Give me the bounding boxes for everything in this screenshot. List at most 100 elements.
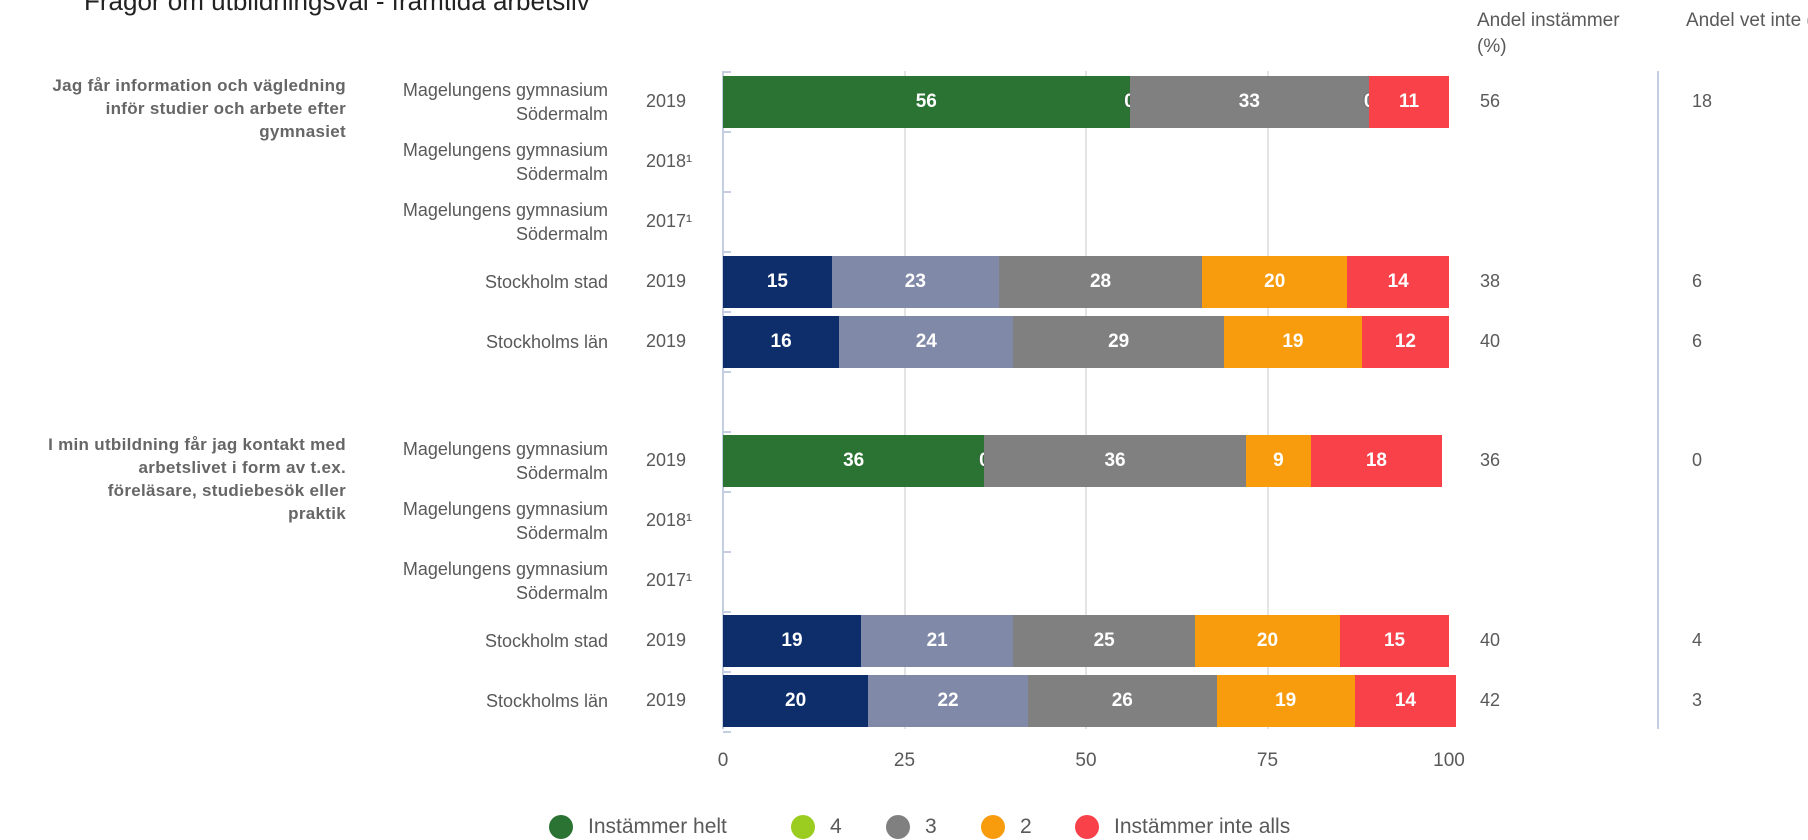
category-label: Magelungens gymnasium Södermalm (402, 199, 608, 244)
agree-value: 38 (1480, 270, 1501, 291)
bar-segment (1361, 315, 1449, 368)
bar-segment (1013, 315, 1224, 368)
legend-label: 2 (1020, 815, 1032, 838)
value-label: 36 (843, 450, 865, 471)
dont-know-value: 4 (1692, 630, 1703, 650)
legend-marker (886, 815, 910, 839)
grid-line (903, 71, 906, 729)
x-tick-label: 100 (1433, 750, 1465, 771)
value-label: 19 (1282, 330, 1304, 352)
bar-segment (1013, 615, 1195, 667)
question-label: I min utbildning får jag kontakt med arb… (48, 435, 346, 523)
axis-tick (723, 551, 731, 553)
bar-segment (723, 75, 1130, 128)
year-label: 2017¹ (646, 210, 693, 231)
dont-know-value: 0 (1692, 450, 1703, 470)
value-label: 20 (785, 690, 807, 711)
category-label: Stockholm stad (484, 271, 608, 292)
bar-segment (1245, 435, 1312, 487)
axis-tick (723, 371, 731, 373)
bar-segment (723, 315, 840, 368)
bar-segment (1194, 615, 1341, 667)
year-label: 2019 (646, 630, 687, 650)
axis-tick (723, 671, 731, 673)
bar-segment (1311, 435, 1442, 487)
legend-marker (549, 815, 573, 839)
column-header: Andel vet inte (%) (1686, 10, 1808, 31)
value-label: 12 (1394, 330, 1417, 352)
category-label: Magelungens gymnasium Södermalm (402, 559, 608, 603)
legend-label: Instämmer helt (588, 815, 727, 838)
axis-tick (723, 311, 731, 313)
dont-know-value: 6 (1692, 330, 1703, 351)
category-label: Stockholms län (485, 331, 608, 352)
value-label: 14 (1387, 270, 1409, 292)
column-separator (1657, 71, 1659, 729)
bar-segment (831, 255, 999, 308)
year-label: 2018¹ (646, 150, 693, 171)
axis-tick (723, 131, 731, 133)
axis-tick (723, 71, 731, 73)
axis-tick (723, 251, 731, 253)
agree-value: 40 (1480, 330, 1501, 351)
bar-segment (1340, 615, 1449, 667)
legend-label: Instämmer inte alls (1114, 815, 1291, 838)
x-tick-label: 75 (1256, 750, 1279, 771)
agree-value: 36 (1480, 450, 1501, 470)
legend-marker (791, 815, 815, 839)
agree-value: 40 (1480, 630, 1501, 650)
bar-segment (1216, 675, 1355, 727)
value-label: 25 (1093, 630, 1115, 651)
year-label: 2019 (646, 450, 687, 470)
value-label: 20 (1256, 630, 1279, 651)
axis-tick (723, 611, 731, 613)
y-axis-line (722, 71, 724, 729)
value-label: 15 (766, 270, 789, 292)
value-label: 56 (915, 90, 937, 112)
dont-know-value: 18 (1692, 90, 1713, 111)
bar-segment (723, 255, 832, 308)
column-header: Andel instämmer (%) (1477, 10, 1620, 57)
year-label: 2019 (646, 270, 687, 291)
bar-segment (723, 675, 869, 727)
axis-tick (723, 431, 731, 433)
agree-value: 42 (1480, 690, 1501, 710)
x-tick-label: 50 (1075, 750, 1097, 771)
year-label: 2019 (646, 690, 687, 710)
legend-label: 3 (925, 815, 937, 838)
bar-segment (1223, 315, 1362, 368)
value-label: 26 (1111, 690, 1133, 711)
bar-segment (1129, 75, 1370, 128)
bar-segment (723, 435, 985, 487)
value-label: 20 (1264, 270, 1286, 292)
legend-marker (981, 815, 1005, 839)
value-label: 15 (1383, 630, 1406, 651)
value-label: 23 (904, 270, 926, 292)
value-label: 19 (1275, 690, 1297, 711)
grid-line (1266, 71, 1269, 729)
value-label: 16 (770, 330, 792, 352)
bar-segment (1354, 675, 1457, 727)
year-label: 2018¹ (646, 510, 693, 530)
bar-segment (1027, 675, 1217, 727)
question-label: Jag får information och vägledning inför… (52, 75, 346, 141)
chart-title: Frågor om utbildningsval - framtida arbe… (84, 0, 590, 16)
bar-segment (868, 675, 1028, 727)
value-label: 18 (1365, 450, 1387, 471)
bar-segment (860, 615, 1014, 667)
bar-segment (1347, 255, 1449, 308)
axis-tick (723, 191, 731, 193)
category-label: Stockholms län (485, 691, 608, 711)
value-label: 24 (915, 330, 937, 352)
value-label: 36 (1104, 450, 1126, 471)
bar-segment (998, 255, 1203, 308)
category-label: Magelungens gymnasium Södermalm (402, 79, 608, 124)
value-label: 21 (926, 630, 948, 651)
legend-marker (1075, 815, 1099, 839)
year-label: 2019 (646, 90, 687, 111)
bar-segment (839, 315, 1014, 368)
value-label: 22 (937, 690, 959, 711)
value-label: 29 (1108, 330, 1130, 352)
legend-label: 4 (830, 815, 842, 838)
